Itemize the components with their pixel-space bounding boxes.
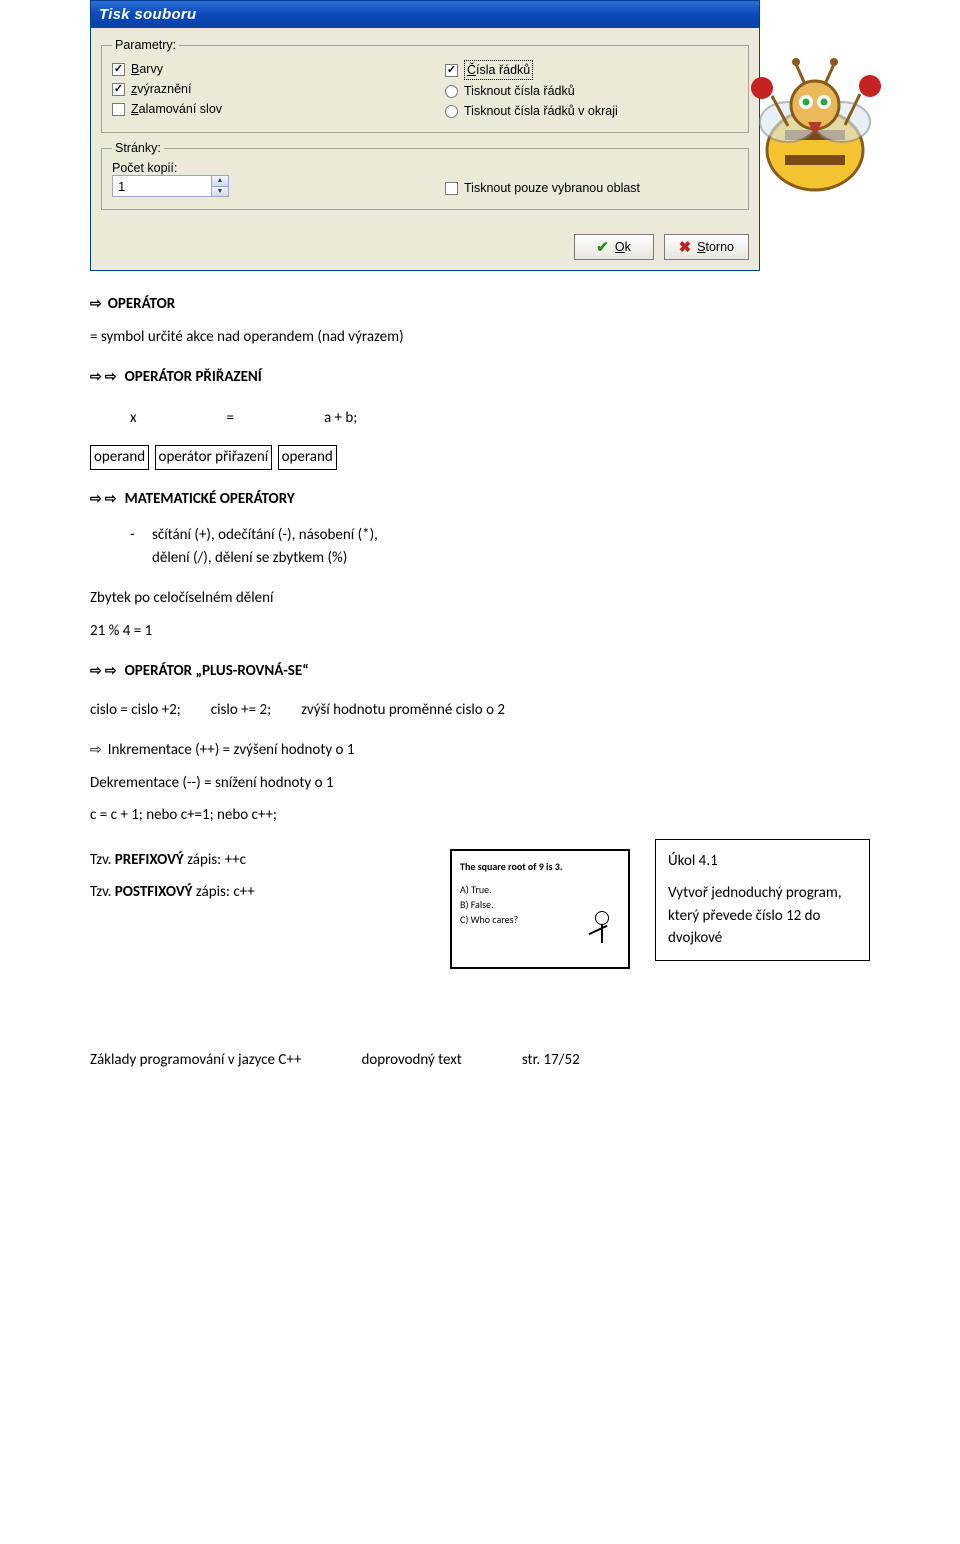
boxed-terms: operand operátor přiřazení operand bbox=[90, 445, 870, 470]
decrement-line: Dekrementace (--) = snížení hodnoty o 1 bbox=[90, 772, 870, 795]
postfix-line: Tzv. POSTFIXOVÝ zápis: c++ bbox=[90, 881, 425, 904]
dialog-titlebar[interactable]: Tisk souboru bbox=[91, 1, 759, 28]
checkbox-highlight[interactable] bbox=[112, 83, 125, 96]
copies-input[interactable]: 1 bbox=[112, 175, 212, 197]
radio-print-linenums[interactable] bbox=[445, 85, 458, 98]
checkbox-colors[interactable] bbox=[112, 63, 125, 76]
heading-assign-operator: OPERÁTOR PŘIŘAZENÍ bbox=[90, 366, 870, 389]
checkbox-colors-label: Barvy bbox=[131, 60, 163, 78]
dialog-title: Tisk souboru bbox=[99, 6, 197, 23]
print-dialog: Tisk souboru Parametry: Barvy zvýraznění bbox=[90, 0, 760, 271]
blackboard-cartoon: The square root of 9 is 3. A) True. B) F… bbox=[445, 839, 635, 979]
group-parameters: Parametry: Barvy zvýraznění bbox=[101, 38, 749, 133]
radio-print-linenums-label: Tisknout čísla řádků bbox=[464, 82, 575, 100]
task-box: Úkol 4.1 Vytvoř jednoduchý program, kter… bbox=[655, 839, 870, 961]
copies-label: Počet kopií: bbox=[112, 161, 405, 175]
prefix-line: Tzv. PREFIXOVÝ zápis: ++c bbox=[90, 849, 425, 872]
checkbox-highlight-label: zvýraznění bbox=[131, 80, 191, 98]
plus-equals-triplet: cislo = cislo +2; cislo += 2; zvýší hodn… bbox=[90, 699, 870, 722]
task-body: Vytvoř jednoduchý program, který převede… bbox=[668, 882, 857, 950]
ok-button[interactable]: ✔ Ok bbox=[574, 234, 654, 260]
heading-plus-equals: OPERÁTOR „PLUS-ROVNÁ-SE“ bbox=[90, 660, 870, 683]
group-parameters-label: Parametry: bbox=[112, 38, 179, 52]
modulo-label: Zbytek po celočíselném dělení bbox=[90, 587, 870, 610]
checkbox-wrap[interactable] bbox=[112, 103, 125, 116]
modulo-example: 21 % 4 = 1 bbox=[90, 620, 870, 643]
operator-definition: = symbol určité akce nad operandem (nad … bbox=[90, 326, 870, 349]
page-footer: Základy programování v jazyce C++ doprov… bbox=[90, 1049, 870, 1072]
checkbox-print-selection[interactable] bbox=[445, 182, 458, 195]
copies-up-button[interactable]: ▲ bbox=[212, 176, 228, 187]
heading-operator: OPERÁTOR bbox=[90, 293, 870, 316]
cancel-button[interactable]: ✖ Storno bbox=[664, 234, 749, 260]
checkbox-wrap-label: Zalamování slov bbox=[131, 100, 222, 118]
math-ops-line: - sčítání (+), odečítání (-), násobení (… bbox=[130, 524, 870, 569]
radio-print-linenums-margin[interactable] bbox=[445, 105, 458, 118]
assignment-equation: x = a + b; bbox=[130, 407, 870, 430]
heading-math-operators: MATEMATICKÉ OPERÁTORY bbox=[90, 488, 870, 511]
decorative-bee-image bbox=[730, 30, 900, 220]
checkbox-line-numbers-label: Čísla řádků bbox=[464, 60, 533, 80]
check-icon: ✔ bbox=[596, 238, 609, 256]
task-title: Úkol 4.1 bbox=[668, 850, 857, 873]
group-pages: Stránky: Počet kopií: 1 ▲ ▼ bbox=[101, 141, 749, 210]
c-line: c = c + 1; nebo c+=1; nebo c++; bbox=[90, 804, 870, 827]
copies-spinner[interactable]: 1 ▲ ▼ bbox=[112, 175, 229, 197]
checkbox-print-selection-label: Tisknout pouze vybranou oblast bbox=[464, 179, 640, 197]
increment-line: Inkrementace (++) = zvýšení hodnoty o 1 bbox=[90, 739, 870, 762]
group-pages-label: Stránky: bbox=[112, 141, 164, 155]
close-icon: ✖ bbox=[679, 238, 692, 256]
radio-print-linenums-margin-label: Tisknout čísla řádků v okraji bbox=[464, 102, 618, 120]
copies-down-button[interactable]: ▼ bbox=[212, 187, 228, 197]
checkbox-line-numbers[interactable] bbox=[445, 64, 458, 77]
